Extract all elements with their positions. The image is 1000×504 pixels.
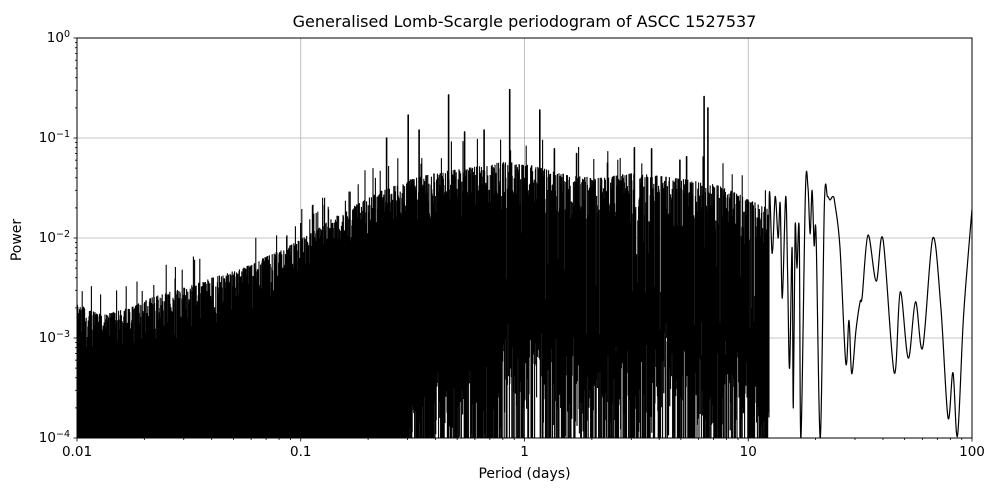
- axis-ticks: [73, 37, 973, 442]
- x-axis-label: Period (days): [478, 466, 570, 482]
- y-axis-label: Power: [9, 219, 25, 262]
- svg-text:10−2: 10−2: [39, 229, 70, 246]
- x-tick-labels: 0.01 0.1 1 10 100: [62, 444, 985, 460]
- svg-text:0.01: 0.01: [62, 444, 92, 460]
- svg-text:100: 100: [959, 444, 985, 460]
- power-series: [77, 88, 972, 438]
- svg-text:100: 100: [47, 29, 70, 46]
- chart-title: Generalised Lomb-Scargle periodogram of …: [293, 12, 757, 31]
- svg-text:0.1: 0.1: [290, 444, 311, 460]
- svg-text:10−1: 10−1: [39, 129, 70, 146]
- svg-text:10−3: 10−3: [39, 329, 70, 346]
- svg-text:10: 10: [740, 444, 757, 460]
- svg-text:1: 1: [520, 444, 529, 460]
